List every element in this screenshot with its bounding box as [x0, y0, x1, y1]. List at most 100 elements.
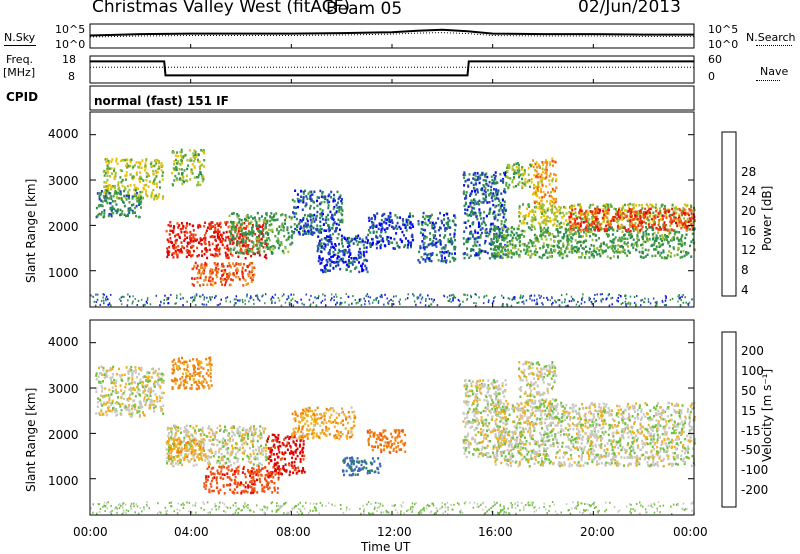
power-heatmap-ground-cell	[449, 298, 451, 301]
power-heatmap-cell	[594, 211, 597, 215]
power-heatmap-ground-cell	[430, 303, 432, 306]
power-heatmap-ground-cell	[377, 301, 380, 304]
power-heatmap-cell	[673, 254, 676, 257]
power-heatmap-cell	[534, 244, 537, 248]
power-heatmap-cell	[620, 226, 623, 230]
power-heatmap-cell	[538, 255, 541, 259]
power-heatmap-cell	[667, 242, 670, 245]
power-heatmap-cell	[490, 222, 493, 226]
power-heatmap-cell	[558, 224, 561, 228]
power-heatmap-cell	[660, 228, 663, 231]
power-heatmap-cell	[477, 253, 480, 257]
power-heatmap-cell	[227, 256, 230, 259]
power-heatmap-cell	[617, 223, 620, 226]
power-heatmap-cell	[685, 226, 688, 229]
power-heatmap-cell	[544, 171, 547, 175]
power-heatmap-cell	[627, 245, 629, 248]
power-heatmap-cell	[323, 200, 326, 204]
power-heatmap-cell	[259, 225, 261, 228]
power-heatmap-cell	[541, 202, 544, 206]
power-heatmap-cell	[277, 246, 280, 250]
power-heatmap-cell	[186, 158, 189, 162]
power-heatmap-cell	[504, 218, 507, 222]
power-heatmap-cell	[282, 226, 285, 229]
power-heatmap-cell	[642, 256, 645, 259]
power-heatmap-cell	[137, 165, 140, 169]
power-heatmap-cell	[678, 224, 681, 227]
power-heatmap-cell	[640, 215, 643, 219]
power-heatmap-cell	[567, 228, 570, 232]
power-heatmap-ground-cell	[194, 297, 196, 300]
power-heatmap-cell	[145, 183, 148, 187]
power-heatmap-cell	[600, 248, 602, 251]
power-heatmap-cell	[505, 230, 508, 233]
velocity-heatmap-cell	[158, 378, 161, 381]
power-heatmap-cell	[238, 236, 241, 239]
power-heatmap-cell	[602, 220, 605, 223]
power-heatmap-cell	[302, 198, 305, 202]
power-heatmap-cell	[231, 278, 234, 282]
power-heatmap-cell	[600, 222, 603, 226]
power-heatmap-cell	[388, 224, 391, 227]
power-heatmap-cell	[169, 237, 172, 240]
power-heatmap-cell	[117, 191, 119, 195]
power-heatmap-cell	[256, 236, 258, 239]
power-heatmap-cell	[113, 176, 116, 179]
power-heatmap-ground-cell	[209, 298, 212, 301]
power-heatmap-cell	[354, 238, 357, 241]
power-heatmap-cell	[139, 191, 142, 194]
power-heatmap-cell	[454, 228, 457, 232]
power-heatmap-cell	[310, 228, 313, 231]
power-heatmap-cell	[402, 223, 404, 226]
power-heatmap-cell	[150, 161, 153, 164]
power-heatmap-cell	[464, 212, 467, 215]
power-heatmap-cell	[347, 265, 350, 268]
power-heatmap-cell	[193, 166, 196, 169]
power-heatmap-ground-cell	[395, 295, 397, 298]
power-heatmap-cell	[325, 215, 328, 219]
power-heatmap-cell	[623, 242, 626, 245]
power-heatmap-cell	[429, 254, 432, 257]
power-heatmap-cell	[320, 268, 323, 272]
power-heatmap-cell	[637, 212, 640, 216]
power-heatmap-cell	[340, 212, 343, 215]
power-heatmap-cell	[321, 190, 324, 194]
power-heatmap-cell	[335, 244, 337, 247]
power-heatmap-cell	[323, 242, 326, 246]
power-heatmap-cell	[355, 266, 358, 269]
power-heatmap-cell	[577, 222, 579, 225]
power-heatmap-cell	[366, 241, 369, 245]
power-heatmap-cell	[551, 207, 554, 210]
power-heatmap-cell	[565, 247, 568, 250]
power-heatmap-cell	[273, 218, 275, 222]
power-heatmap-cell	[236, 213, 239, 216]
power-heatmap-cell	[183, 239, 186, 242]
power-heatmap-cell	[234, 237, 237, 240]
power-heatmap-cell	[236, 267, 239, 270]
power-heatmap-cell	[644, 207, 647, 211]
power-heatmap-cell	[239, 228, 242, 232]
power-heatmap-cell	[662, 226, 665, 229]
power-heatmap-cell	[261, 225, 264, 229]
power-heatmap-cell	[510, 230, 513, 233]
power-heatmap-cell	[645, 217, 648, 221]
power-heatmap-cell	[322, 223, 325, 226]
power-heatmap-cell	[303, 232, 306, 235]
power-heatmap-ground-cell	[252, 298, 255, 301]
power-heatmap-cell	[553, 222, 556, 226]
power-heatmap-cell	[319, 207, 322, 211]
power-heatmap-ground-cell	[521, 301, 523, 304]
power-heatmap-cell	[432, 234, 435, 237]
power-heatmap-cell	[513, 163, 516, 166]
power-heatmap-cell	[293, 206, 296, 209]
power-heatmap-cell	[663, 256, 666, 260]
power-heatmap-cell	[539, 234, 542, 237]
power-heatmap-ground-cell	[665, 297, 667, 300]
power-heatmap-cell	[290, 217, 293, 221]
power-cb-tick-16: 16	[741, 224, 757, 238]
power-heatmap-cell	[221, 243, 224, 247]
power-heatmap-cell	[590, 251, 593, 254]
velocity-heatmap-cell	[136, 409, 139, 413]
power-heatmap-cell	[495, 194, 498, 197]
power-heatmap-cell	[178, 168, 181, 171]
